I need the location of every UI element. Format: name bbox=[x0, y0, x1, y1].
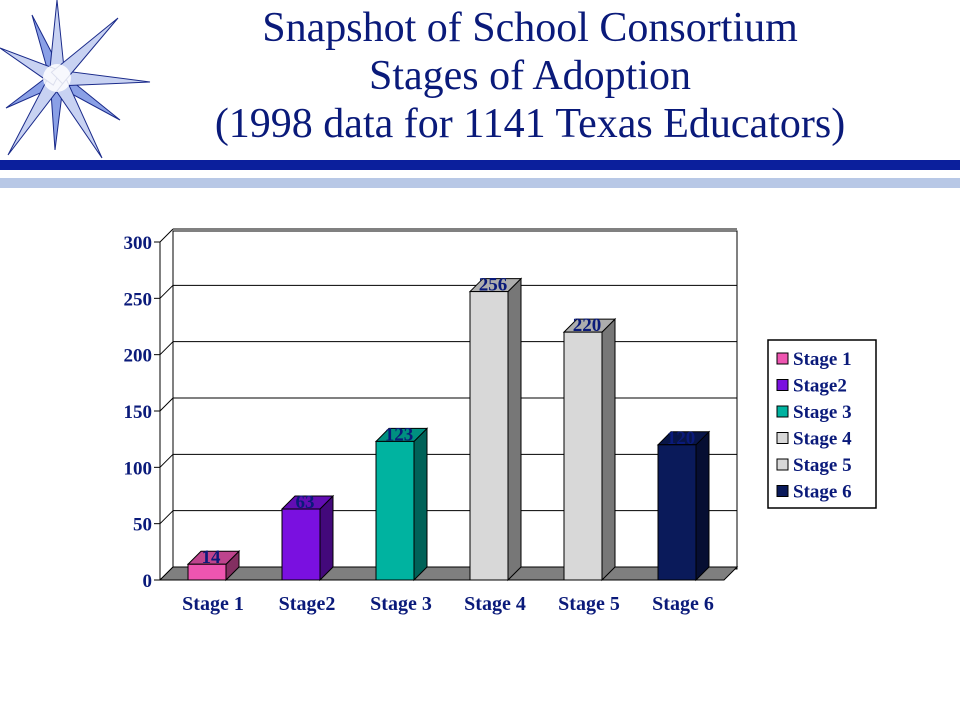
title-rule-light bbox=[0, 178, 960, 188]
y-tick-label: 300 bbox=[124, 233, 153, 254]
bar bbox=[657, 444, 697, 581]
y-tick-label: 0 bbox=[143, 571, 153, 592]
legend-swatch bbox=[776, 458, 789, 471]
title-line-2: Stages of Adoption bbox=[369, 53, 691, 99]
starburst-logo-icon bbox=[0, 0, 151, 159]
x-tick-label: Stage2 bbox=[279, 593, 336, 615]
y-tick-label: 100 bbox=[124, 458, 153, 479]
bar-side bbox=[601, 317, 616, 582]
star-center bbox=[43, 64, 71, 92]
gridline-side bbox=[159, 228, 174, 243]
legend-label: Stage 1 bbox=[793, 349, 852, 370]
bar-side bbox=[695, 430, 710, 582]
legend-label: Stage 4 bbox=[793, 429, 852, 450]
y-tick-label: 200 bbox=[124, 346, 153, 367]
bar-side bbox=[507, 277, 522, 582]
x-tick-label: Stage 4 bbox=[464, 593, 526, 615]
bar-side bbox=[413, 427, 428, 582]
bar-layer: 14 63 123 256 220 120 bbox=[186, 275, 711, 582]
gridline-side bbox=[159, 453, 174, 468]
bar bbox=[469, 291, 509, 581]
legend-swatch bbox=[776, 352, 789, 365]
gridline-side bbox=[159, 397, 174, 412]
y-tick-label: 250 bbox=[124, 289, 153, 310]
title-line-3: (1998 data for 1141 Texas Educators) bbox=[214, 101, 846, 147]
legend-label: Stage 6 bbox=[793, 482, 852, 503]
bar bbox=[375, 440, 415, 581]
slide-title: Snapshot of School Consortium Stages of … bbox=[150, 4, 910, 148]
floor-layer bbox=[158, 566, 739, 581]
title-line-1: Snapshot of School Consortium bbox=[262, 5, 798, 51]
legend-swatch bbox=[776, 485, 789, 497]
title-rule-dark bbox=[0, 160, 960, 170]
legend: Stage 1 Stage2 Stage 3 Stage 4 Stage 5 Stage … bbox=[767, 339, 877, 509]
gridline-side bbox=[159, 510, 174, 525]
gridline-side bbox=[159, 284, 174, 299]
y-tick-label: 50 bbox=[133, 515, 152, 536]
data-label: 256 bbox=[479, 275, 508, 296]
x-tick-label: Stage 1 bbox=[182, 593, 244, 615]
bar bbox=[563, 331, 603, 581]
legend-box bbox=[767, 339, 877, 509]
x-tick-label: Stage 5 bbox=[558, 593, 620, 615]
x-tick-label: Stage 3 bbox=[370, 593, 432, 615]
data-label: 63 bbox=[296, 492, 315, 513]
gridline-side bbox=[159, 341, 174, 356]
plot-back-wall bbox=[172, 230, 738, 570]
legend-label: Stage 5 bbox=[793, 455, 852, 476]
chart-floor bbox=[158, 566, 739, 581]
legend-label: Stage2 bbox=[793, 376, 847, 397]
y-tick-label: 150 bbox=[124, 402, 153, 423]
data-label: 14 bbox=[202, 547, 222, 568]
x-tick-label: Stage 6 bbox=[652, 593, 714, 615]
bar bbox=[281, 508, 321, 581]
axis-layer: 0 50 100 150 200 250 300 Stage 1 Stage2 Stage 3 St… bbox=[124, 233, 724, 615]
legend-swatch bbox=[776, 379, 789, 391]
legend-label: Stage 3 bbox=[793, 402, 852, 423]
data-label: 220 bbox=[573, 315, 602, 336]
legend-swatch bbox=[776, 405, 789, 418]
legend-swatch bbox=[776, 432, 789, 444]
data-label: 123 bbox=[385, 424, 414, 445]
data-label: 120 bbox=[667, 428, 696, 449]
grid-layer bbox=[159, 228, 738, 581]
bar-side bbox=[319, 494, 334, 582]
